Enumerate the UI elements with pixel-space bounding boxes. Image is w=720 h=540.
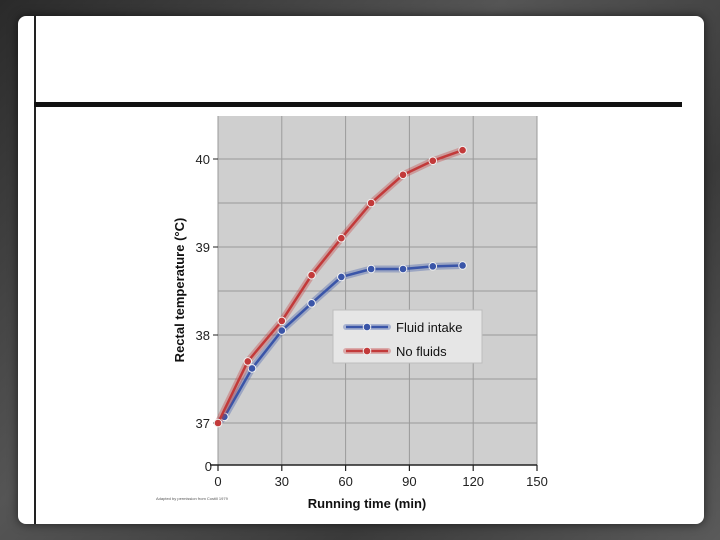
legend-label-0: Fluid intake bbox=[396, 320, 462, 335]
series-1-point-8 bbox=[458, 145, 467, 155]
legend: Fluid intake No fluids bbox=[332, 309, 483, 364]
legend-swatch-marker-0 bbox=[362, 322, 372, 332]
x-tick-label-0: 0 bbox=[214, 474, 221, 489]
series-0-point-4 bbox=[307, 299, 316, 308]
title-rule bbox=[34, 102, 682, 107]
series-layer bbox=[213, 145, 467, 428]
y-axis-title: Rectal temperature (°C) bbox=[172, 218, 187, 363]
left-rule bbox=[34, 16, 36, 524]
series-0-point-3 bbox=[277, 326, 287, 335]
x-tick-label-1: 30 bbox=[275, 474, 289, 489]
x-tick-label-2: 60 bbox=[338, 474, 352, 489]
series-0-point-9 bbox=[458, 261, 467, 270]
series-1-point-4 bbox=[337, 233, 346, 243]
series-1-point-3 bbox=[307, 270, 316, 280]
y-ticks: 37 38 39 40 bbox=[196, 152, 218, 431]
series-0-point-8 bbox=[428, 262, 438, 271]
x-tick-label-5: 150 bbox=[526, 474, 548, 489]
series-1-point-1 bbox=[243, 357, 253, 366]
gridlines bbox=[217, 116, 538, 465]
y-zero-label: 0 bbox=[205, 459, 212, 474]
series-1-point-6 bbox=[398, 170, 408, 180]
legend-label-1: No fluids bbox=[396, 344, 447, 359]
series-1-point-5 bbox=[366, 198, 376, 208]
series-1-point-0 bbox=[213, 418, 223, 428]
y-tick-label-1: 38 bbox=[196, 328, 210, 343]
y-tick-label-0: 37 bbox=[196, 416, 210, 431]
y-tick-label-3: 40 bbox=[196, 152, 210, 167]
legend-box bbox=[332, 309, 483, 364]
series-0-point-5 bbox=[337, 272, 346, 282]
series-line-0 bbox=[216, 264, 464, 425]
x-tick-label-3: 90 bbox=[402, 474, 416, 489]
series-0-point-7 bbox=[398, 264, 408, 274]
x-axis-title: Running time (min) bbox=[308, 496, 426, 511]
series-1-point-2 bbox=[277, 316, 287, 326]
credit-text: Adapted by permission from Costill 1979 bbox=[156, 496, 228, 501]
x-tick-label-4: 120 bbox=[462, 474, 484, 489]
y-tick-label-2: 39 bbox=[196, 240, 210, 255]
series-0-point-2 bbox=[247, 364, 257, 373]
x-ticks: 0 30 60 90 120 150 bbox=[214, 465, 548, 489]
series-1-point-7 bbox=[428, 156, 438, 166]
legend-swatch-marker-1 bbox=[362, 346, 372, 356]
series-0-point-6 bbox=[366, 264, 376, 274]
